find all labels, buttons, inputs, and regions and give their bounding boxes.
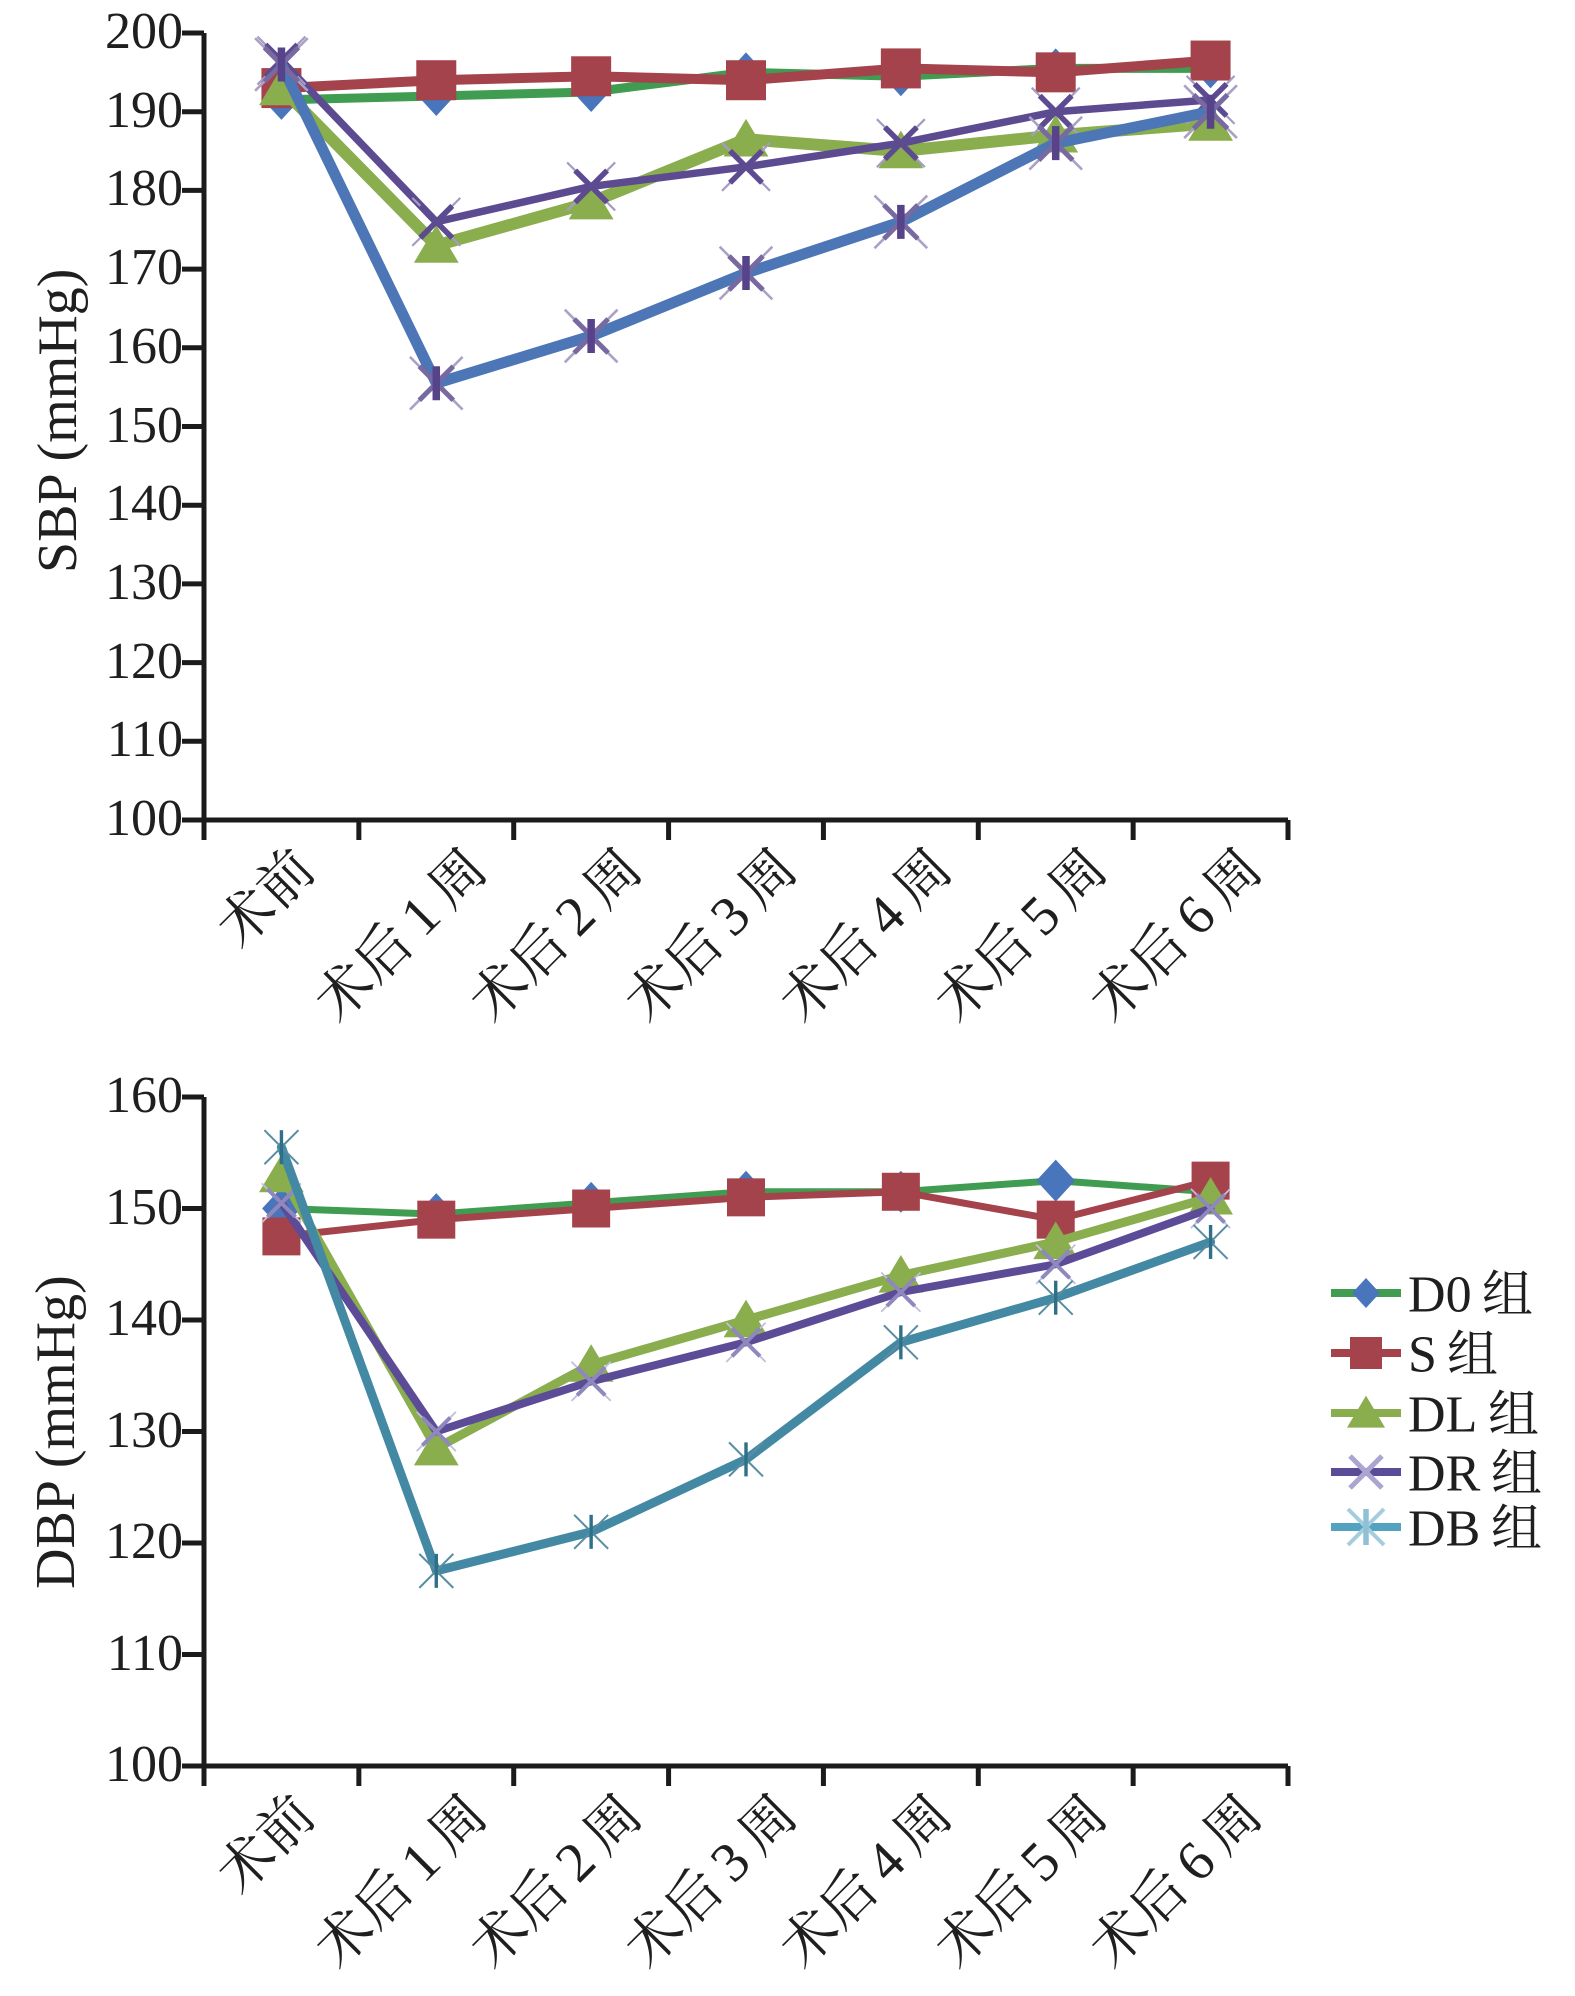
marker-triangle [723,1299,769,1338]
marker-x [573,168,610,205]
marker-square [1350,1337,1382,1369]
y-tick-label: 160 [105,1067,183,1124]
marker-x [575,1365,607,1397]
marker-square [1190,40,1231,81]
marker-square [726,60,766,101]
marker-x [728,148,764,185]
legend-item-DL组 [1331,1395,1401,1428]
y-tick-label: 130 [105,553,183,611]
cjk-glyph [1483,1269,1532,1314]
marker-triangle [878,130,924,169]
marker-triangle [413,225,459,263]
marker-diamond [1036,1159,1076,1202]
marker-diamond [1352,1278,1380,1308]
y-tick-label: 190 [105,81,183,139]
marker-square [417,1200,456,1239]
marker-x [420,1416,452,1447]
marker-x [266,1187,297,1219]
y-tick-label: 120 [105,632,183,690]
series-DB组 [254,37,1238,411]
legend-label: DLDL 组 [1408,1387,1539,1442]
y-tick-label: 200 [105,3,183,60]
y-tick-label: 120 [105,1513,183,1570]
cjk-glyph [1449,1329,1497,1374]
y-tick-label: 160 [105,317,183,375]
series-DR组 [261,1182,1231,1452]
marker-x [1348,1454,1384,1490]
marker-square [571,56,612,97]
marker-x [885,1276,917,1308]
legend-label: D0D0 组 [1408,1267,1533,1322]
y-tick-label: 150 [105,1178,183,1236]
legend-item-DR组 [1331,1454,1401,1490]
y-tick-label: 170 [105,239,183,297]
cjk-glyph [1492,1448,1541,1493]
marker-triangle [568,181,614,220]
cjk-glyph [1492,1503,1541,1548]
marker-triangle [1188,1176,1233,1215]
marker-x [1195,1193,1226,1224]
marker-triangle [1346,1395,1386,1428]
marker-x [1037,93,1074,130]
marker-square [881,1172,920,1211]
marker-x [882,125,919,162]
legend-marks [1331,1278,1401,1547]
sbp-chart-plot [182,30,1291,840]
dbp-chart-plot [182,1094,1291,1786]
y-tick-label: 130 [105,1401,183,1459]
marker-x [418,203,455,240]
legend-label: DBDB 组 [1408,1501,1542,1556]
marker-x [730,1326,762,1358]
marker-triangle [1033,1221,1079,1260]
legend-item-D0组 [1331,1278,1401,1308]
y-tick-label: 180 [105,160,183,218]
y-tick-label: 140 [105,475,183,533]
legend-label: DRDR 组 [1408,1446,1542,1501]
marker-triangle [413,1427,459,1466]
marker-square [1035,52,1076,93]
marker-square [572,1189,611,1228]
y-tick-label: 110 [106,711,183,769]
y-tick-label: 100 [105,1736,183,1793]
marker-square [727,1178,765,1217]
marker-x [1040,1248,1072,1280]
marker-square [880,48,921,89]
marker-square [416,60,457,101]
y-tick-label: 100 [105,790,183,847]
marker-triangle [723,118,769,157]
legend-label: SS 组 [1408,1327,1498,1382]
cjk-glyph [1489,1389,1538,1434]
y-tick-label: 110 [106,1624,183,1682]
legend-item-S组 [1331,1337,1401,1369]
legend-item-DB组 [1331,1507,1401,1547]
y-tick-label: 140 [105,1290,183,1347]
series-DB组 [263,1129,1229,1589]
y-tick-label: 150 [105,396,183,454]
